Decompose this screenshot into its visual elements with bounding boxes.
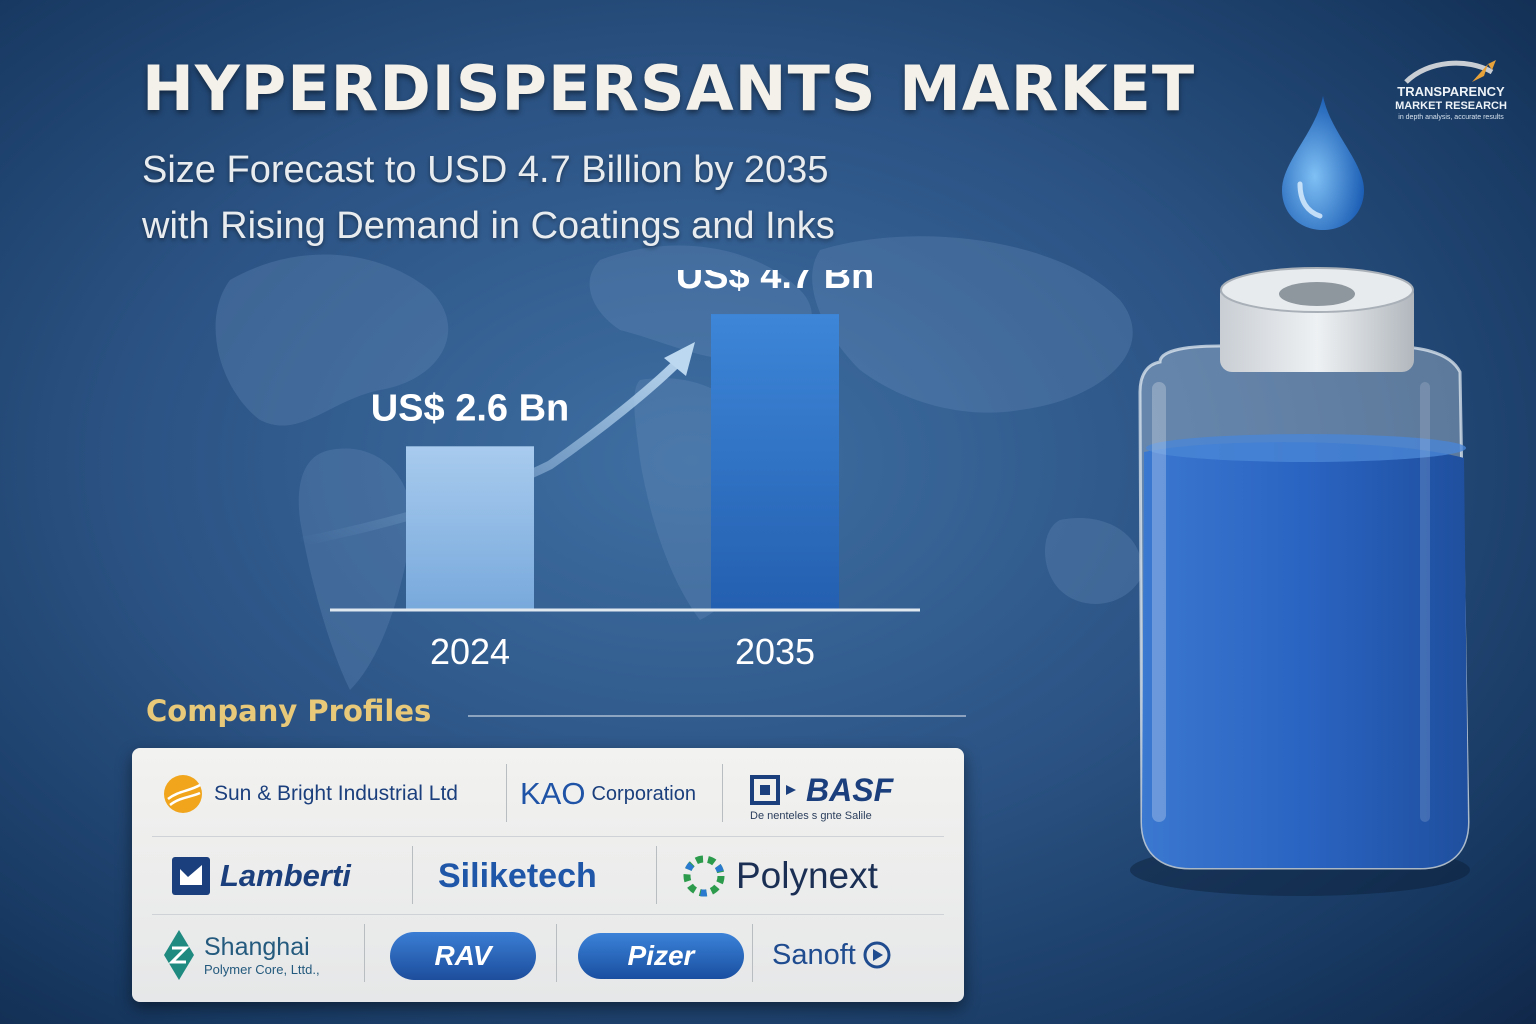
trend-arrow	[300, 355, 685, 547]
company-shanghai-polymer: Shanghai Polymer Core, Lttd.,	[162, 926, 320, 984]
row-divider	[152, 836, 944, 837]
page-title: HYPERDISPERSANTS MARKET	[142, 52, 1196, 125]
logo-divider	[752, 924, 753, 982]
company-name: Pizer	[627, 940, 695, 971]
company-rav: RAV	[390, 930, 536, 982]
brand-tagline: in depth analysis, accurate results	[1398, 114, 1504, 121]
company-sun-bright: Sun & Bright Industrial Ltd	[162, 772, 458, 816]
logo-divider	[364, 924, 365, 982]
bar-2035	[711, 314, 839, 610]
logo-divider	[506, 764, 507, 822]
company-lamberti: Lamberti	[172, 852, 351, 900]
company-basf-tagline: De nenteles s gnte Salile	[750, 810, 872, 822]
logo-divider	[656, 846, 657, 904]
company-suffix: Corporation	[591, 782, 696, 805]
company-kao: KAO Corporation	[520, 772, 696, 816]
company-logos-panel: Sun & Bright Industrial Ltd KAO Corporat…	[132, 748, 964, 1002]
bar-value-label-2035: US$ 4.7 Bn	[676, 270, 875, 297]
company-polynext: Polynext	[682, 852, 878, 900]
company-name: Sun & Bright Industrial Ltd	[214, 782, 458, 805]
shanghai-logo-icon	[164, 930, 194, 980]
company-name: BASF	[806, 771, 894, 808]
page-subtitle: Size Forecast to USD 4.7 Billion by 2035…	[142, 142, 1042, 254]
brand-name-line1: TRANSPARENCY	[1397, 84, 1505, 99]
company-basf: BASF	[750, 770, 893, 810]
brand-logo: TRANSPARENCY MARKET RESEARCH in depth an…	[1388, 58, 1514, 154]
basf-square-logo-icon	[750, 775, 796, 805]
bar-value-label-2024: US$ 2.6 Bn	[371, 387, 570, 429]
company-name: Shanghai	[204, 933, 310, 961]
brand-swoosh-icon	[1404, 60, 1496, 84]
brand-name-line2: MARKET RESEARCH	[1395, 100, 1507, 112]
bar-2024	[406, 446, 534, 610]
company-profiles-heading: Company Profiles	[146, 694, 432, 728]
hyperdispersant-bottle-image	[1130, 267, 1470, 896]
water-droplet-icon	[1282, 96, 1364, 230]
company-name: Polynext	[736, 855, 878, 896]
company-name: Sanoft	[772, 938, 856, 971]
trend-arrowhead	[664, 342, 695, 376]
subtitle-line-1: Size Forecast to USD 4.7 Billion by 2035	[142, 149, 829, 191]
company-brand: KAO	[520, 776, 586, 811]
x-tick-label-2035: 2035	[735, 631, 815, 672]
company-name-suffix: Polymer Core, Lttd.,	[204, 962, 320, 977]
logo-divider	[722, 764, 723, 822]
sanoft-logo-icon	[863, 941, 891, 969]
company-pizer: Pizer	[578, 930, 744, 982]
company-name: RAV	[434, 940, 492, 971]
company-siliketech: Siliketech	[438, 852, 597, 900]
market-size-bar-chart: US$ 2.6 Bn 2024 US$ 4.7 Bn 2035	[300, 270, 920, 672]
company-name: Siliketech	[438, 856, 597, 895]
logo-divider	[556, 924, 557, 982]
row-divider	[152, 914, 944, 915]
sun-logo-icon	[164, 775, 202, 813]
heading-divider	[468, 715, 966, 717]
x-tick-label-2024: 2024	[430, 631, 510, 672]
company-name: Lamberti	[220, 858, 351, 893]
lamberti-logo-icon	[172, 857, 210, 895]
subtitle-line-2: with Rising Demand in Coatings and Inks	[142, 205, 835, 247]
logo-divider	[412, 846, 413, 904]
polynext-logo-icon	[683, 855, 725, 897]
company-sanoft: Sanoft	[772, 932, 892, 978]
